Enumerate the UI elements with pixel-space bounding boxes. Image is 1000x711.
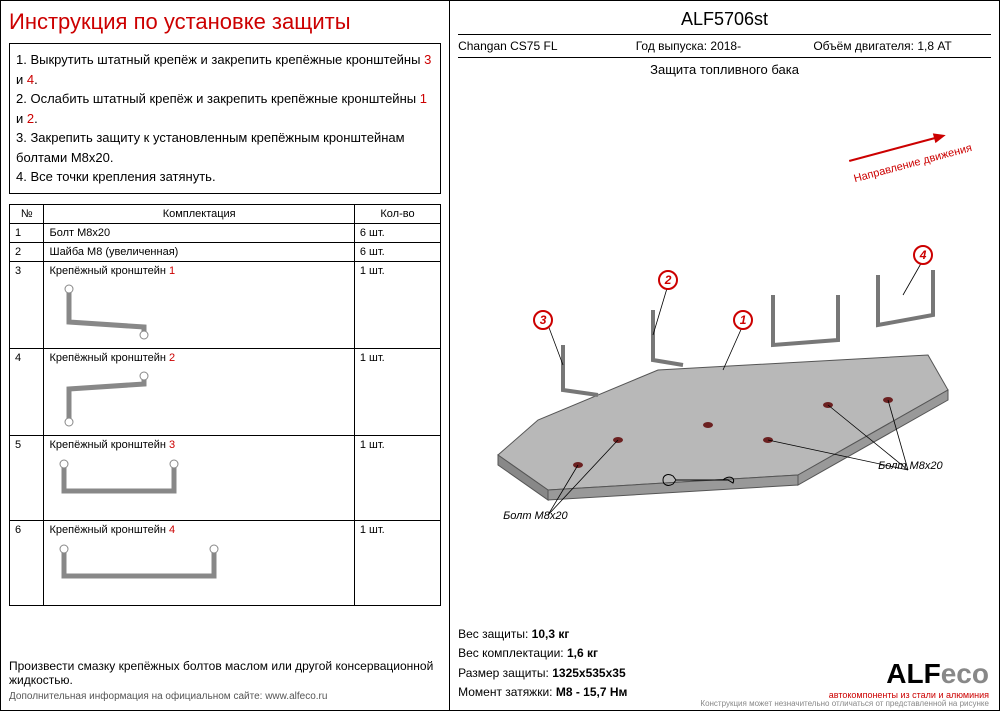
diagram-area: Направление движения bbox=[458, 85, 991, 625]
col-num-header: № bbox=[10, 204, 44, 223]
table-row: 2Шайба М8 (увеличенная)6 шт. bbox=[10, 242, 441, 261]
header-row: Changan CS75 FL Год выпуска: 2018- Объём… bbox=[458, 39, 991, 58]
col-qty-header: Кол-во bbox=[354, 204, 440, 223]
logo: ALFeco автокомпоненты из стали и алюмини… bbox=[829, 658, 989, 700]
bolt-label-left: Болт М8х20 bbox=[503, 510, 567, 522]
footer-small: Дополнительная информация на официальном… bbox=[9, 691, 441, 702]
right-panel: ALF5706st Changan CS75 FL Год выпуска: 2… bbox=[450, 1, 999, 710]
wrench-icon bbox=[658, 470, 738, 490]
col-name-header: Комплектация bbox=[44, 204, 354, 223]
direction-arrow: Направление движения bbox=[847, 120, 974, 185]
page: Инструкция по установке защиты 1. Выкрут… bbox=[0, 0, 1000, 711]
table-row: 5Крепёжный кронштейн 31 шт. bbox=[10, 435, 441, 520]
table-header-row: № Комплектация Кол-во bbox=[10, 204, 441, 223]
table-row: 6Крепёжный кронштейн 41 шт. bbox=[10, 520, 441, 605]
part-number: ALF5706st bbox=[458, 9, 991, 35]
bracket-4-icon bbox=[49, 536, 229, 591]
parts-table: № Комплектация Кол-во 1Болт М8х206 шт. 2… bbox=[9, 204, 441, 606]
year-cell: Год выпуска: 2018- bbox=[636, 39, 814, 53]
bracket-2-icon bbox=[49, 364, 169, 429]
bracket-3-icon bbox=[49, 451, 189, 506]
instruction-4: 4. Все точки крепления затянуть. bbox=[16, 167, 434, 187]
model-label: Changan CS75 FL bbox=[458, 39, 636, 53]
footer-note: Произвести смазку крепёжных болтов масло… bbox=[9, 659, 441, 687]
callout-3: 3 bbox=[533, 310, 553, 330]
table-row: 1Болт М8х206 шт. bbox=[10, 223, 441, 242]
engine-cell: Объём двигателя: 1,8 АТ bbox=[813, 39, 991, 53]
callout-4: 4 bbox=[913, 245, 933, 265]
left-panel: Инструкция по установке защиты 1. Выкрут… bbox=[1, 1, 450, 710]
table-row: 3Крепёжный кронштейн 11 шт. bbox=[10, 261, 441, 348]
footer-right: Конструкция может незначительно отличать… bbox=[700, 699, 989, 708]
page-title: Инструкция по установке защиты bbox=[9, 9, 441, 35]
subtitle: Защита топливного бака bbox=[458, 62, 991, 77]
callout-2: 2 bbox=[658, 270, 678, 290]
instruction-2: 2. Ослабить штатный крепёж и закрепить к… bbox=[16, 89, 434, 128]
instruction-1: 1. Выкрутить штатный крепёж и закрепить … bbox=[16, 50, 434, 89]
instructions-box: 1. Выкрутить штатный крепёж и закрепить … bbox=[9, 43, 441, 194]
table-row: 4Крепёжный кронштейн 21 шт. bbox=[10, 348, 441, 435]
callout-1: 1 bbox=[733, 310, 753, 330]
bolt-label-right: Болт М8х20 bbox=[878, 460, 942, 472]
spec-weight: Вес защиты: 10,3 кг bbox=[458, 625, 991, 644]
bracket-1-icon bbox=[49, 277, 169, 342]
instruction-3: 3. Закрепить защиту к установленным креп… bbox=[16, 128, 434, 167]
